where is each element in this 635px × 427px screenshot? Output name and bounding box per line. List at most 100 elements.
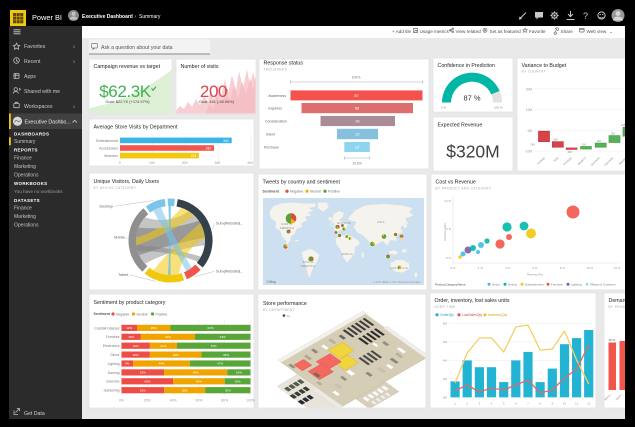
- svg-text:8: 8: [539, 402, 541, 406]
- svg-text:4M: 4M: [443, 359, 448, 363]
- svg-text:5: 5: [503, 402, 505, 406]
- svg-text:87 %: 87 %: [463, 94, 480, 103]
- svg-text:Pillows & Cushions: Pillows & Cushions: [590, 283, 616, 287]
- svg-text:8M: 8M: [443, 322, 448, 326]
- svg-text:-10M: -10M: [525, 149, 533, 153]
- svg-text:5 %: 5 %: [446, 227, 452, 231]
- svg-text:10 %: 10 %: [586, 266, 593, 270]
- svg-text:Sum(Website$...: Sum(Website$...: [216, 270, 243, 274]
- svg-text:Womens: Womens: [104, 154, 118, 158]
- svg-text:Exercise: Exercise: [106, 380, 119, 384]
- svg-text:Furniture: Furniture: [551, 283, 563, 287]
- svg-text:58: 58: [355, 107, 359, 111]
- svg-text:Summary: Summary: [139, 14, 161, 20]
- svg-text:Get Data: Get Data: [24, 411, 45, 417]
- svg-text:10: 10: [563, 402, 567, 406]
- svg-text:© 2017 HERE, © 2017 Microsoft: © 2017 HERE, © 2017 Microsoft Corporatio…: [373, 281, 421, 284]
- svg-text:9: 9: [551, 402, 553, 406]
- svg-text:10.6%: 10.6%: [352, 162, 362, 166]
- svg-text:Dining: Dining: [508, 283, 517, 287]
- svg-text:Sentiment by product category: Sentiment by product category: [94, 300, 166, 306]
- svg-text:200: 200: [182, 161, 188, 165]
- svg-text:Positive: Positive: [156, 312, 168, 316]
- svg-text:0 %: 0 %: [446, 256, 452, 260]
- svg-text:Favorite: Favorite: [529, 29, 546, 34]
- svg-text:12 %: 12 %: [614, 266, 621, 270]
- svg-text:Finance: Finance: [14, 206, 32, 212]
- svg-text:100%: 100%: [352, 76, 361, 80]
- svg-text:Expected Revenue: Expected Revenue: [438, 123, 483, 129]
- svg-text:›: ›: [135, 14, 137, 20]
- svg-text:1: 1: [454, 402, 456, 406]
- svg-text:BY PRODUC: BY PRODUC: [609, 305, 632, 309]
- svg-text:Favorites: Favorites: [24, 44, 46, 50]
- svg-text:1M: 1M: [582, 142, 586, 146]
- svg-text:7: 7: [527, 402, 529, 406]
- svg-text:0%: 0%: [119, 399, 124, 403]
- svg-text:0M: 0M: [528, 129, 533, 133]
- svg-text:Awareness: Awareness: [268, 94, 286, 98]
- svg-text:EUROPE: EUROPE: [337, 221, 351, 225]
- svg-text:341: 341: [223, 139, 229, 143]
- svg-text:38%: 38%: [223, 353, 229, 357]
- svg-text:⌄: ⌄: [609, 29, 613, 34]
- svg-text:DATASETS: DATASETS: [14, 198, 40, 203]
- svg-text:33%: 33%: [140, 371, 146, 375]
- svg-text:2M: 2M: [443, 377, 448, 381]
- svg-text:8 %: 8 %: [560, 266, 566, 270]
- svg-text:RevenuePct: RevenuePct: [527, 273, 544, 277]
- svg-text:Goal: $22.7K (+174.97%): Goal: $22.7K (+174.97%): [105, 99, 150, 104]
- svg-text:200: 200: [200, 82, 227, 101]
- svg-text:OrderQty: OrderQty: [440, 313, 454, 317]
- svg-text:32%: 32%: [182, 388, 188, 392]
- svg-text:Set as featured: Set as featured: [490, 29, 522, 34]
- svg-text:Wome...: Wome...: [603, 392, 613, 402]
- svg-text:ASIA: ASIA: [377, 220, 385, 224]
- svg-text:21%: 21%: [160, 344, 166, 348]
- svg-text:6M: 6M: [443, 340, 448, 344]
- svg-text:WORKBOOKS: WORKBOOKS: [14, 181, 47, 186]
- svg-text:Sporti...: Sporti...: [615, 392, 624, 401]
- svg-text:Gaming: Gaming: [108, 371, 120, 375]
- svg-text:Apps: Apps: [24, 74, 36, 80]
- svg-text:Accessories: Accessories: [99, 146, 118, 150]
- svg-text:NORTH: NORTH: [281, 222, 292, 226]
- svg-text:11: 11: [575, 402, 578, 406]
- svg-text:Germany: Germany: [603, 155, 614, 166]
- svg-text:Finance: Finance: [14, 156, 32, 162]
- svg-text:Marketing: Marketing: [14, 164, 36, 170]
- svg-text:Tweets by country and sentimen: Tweets by country and sentiment: [263, 180, 341, 186]
- svg-text:45 %: 45 %: [609, 338, 616, 342]
- svg-text:100%: 100%: [246, 399, 255, 403]
- svg-text:AFRICA: AFRICA: [341, 252, 353, 256]
- svg-text:Denmark: Denmark: [590, 155, 601, 166]
- svg-text:Confidence in Prediction: Confidence in Prediction: [438, 63, 495, 69]
- svg-text:-0M: -0M: [567, 150, 572, 154]
- svg-text:20%: 20%: [144, 399, 151, 403]
- svg-text:Furniture: Furniture: [106, 335, 120, 339]
- svg-text:Belgium: Belgium: [577, 155, 587, 165]
- svg-text:26%: 26%: [151, 326, 157, 330]
- svg-text:4 %: 4 %: [505, 266, 511, 270]
- svg-text:Executive Dashboard: Executive Dashboard: [82, 14, 133, 20]
- svg-text:Number of visits: Number of visits: [181, 64, 219, 70]
- svg-text:18%: 18%: [236, 371, 242, 375]
- svg-text:4: 4: [491, 402, 493, 406]
- svg-text:Consideration: Consideration: [265, 120, 287, 124]
- svg-text:Power BI: Power BI: [32, 13, 62, 22]
- svg-text:Sweden: Sweden: [618, 156, 628, 166]
- svg-text:Intent: Intent: [266, 132, 275, 136]
- svg-text:Average Store Visits by Depart: Average Store Visits by Department: [94, 125, 179, 131]
- svg-text:100: 100: [149, 161, 155, 165]
- svg-text:40%: 40%: [144, 380, 150, 384]
- svg-text:287: 287: [206, 146, 212, 150]
- svg-text:20M: 20M: [526, 87, 533, 91]
- svg-text:0M: 0M: [443, 396, 448, 400]
- svg-text:BY DEPARTMENT: BY DEPARTMENT: [263, 308, 295, 312]
- svg-text:6 %: 6 %: [532, 266, 538, 270]
- svg-text:49%: 49%: [193, 371, 199, 375]
- svg-text:Neutral: Neutral: [137, 312, 148, 316]
- svg-text:Neutral: Neutral: [310, 190, 321, 194]
- svg-text:Goal: 441 (-55.06%): Goal: 441 (-55.06%): [199, 99, 235, 104]
- svg-text:10M: 10M: [526, 108, 533, 112]
